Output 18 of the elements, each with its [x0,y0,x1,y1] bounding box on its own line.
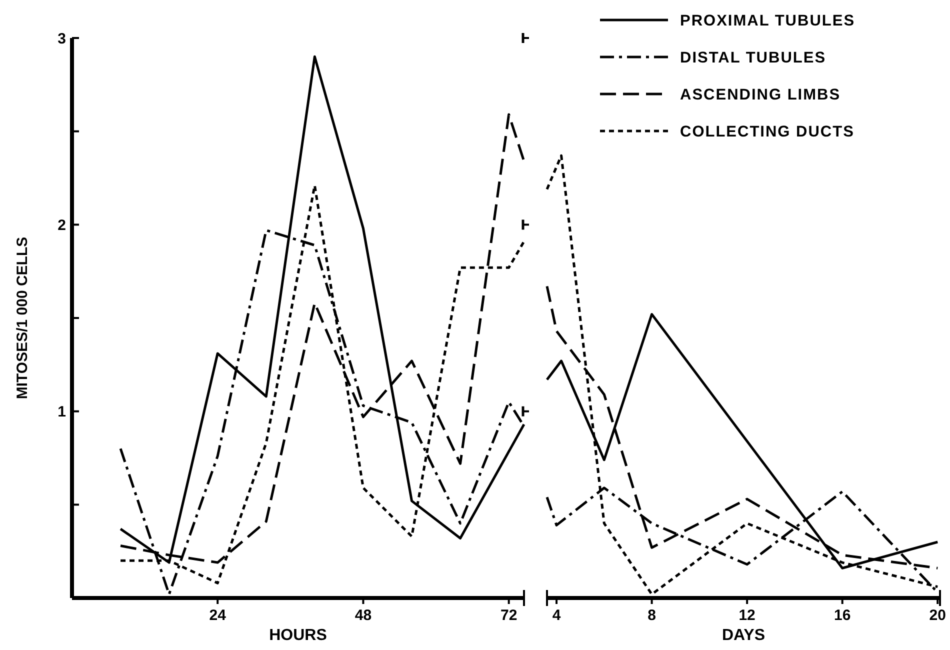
legend-label: ASCENDING LIMBS [680,86,841,104]
legend-label: DISTAL TUBULES [680,49,826,66]
x-tick-label: 48 [354,607,372,624]
x-tick-label: 72 [500,607,518,624]
y-axis-title: MITOSES/1 000 CELLS [14,236,31,400]
legend-label: COLLECTING DUCTS [680,123,854,140]
y-tick-label: 2 [58,216,66,234]
legend-label: PROXIMAL TUBULES [680,12,856,30]
y-tick-label: 1 [58,404,66,421]
x-tick-label: 4 [552,607,562,624]
x-axis-title: HOURS [269,627,328,644]
x-tick-label: 24 [209,607,227,624]
x-tick-label: 8 [648,607,656,624]
x-tick-label: 12 [738,607,756,624]
x-tick-label: 16 [834,607,851,624]
x-axis-title: DAYS [722,627,766,644]
y-tick-label: 3 [58,30,66,48]
x-tick-label: 20 [929,607,946,624]
